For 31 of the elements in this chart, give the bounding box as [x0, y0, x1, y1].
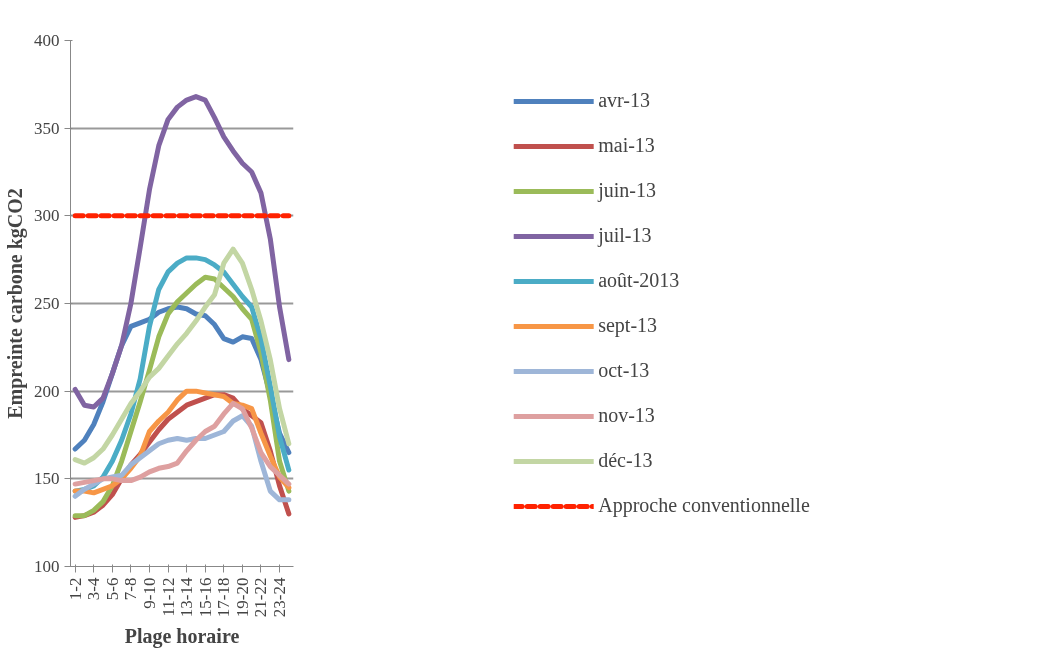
x-tick-label: 13-14	[177, 577, 197, 618]
x-tick-label: 17-18	[214, 577, 234, 618]
x-axis-title: Plage horaire	[124, 625, 240, 649]
x-tick-label: 19-20	[232, 577, 252, 618]
x-tick-label: 23-24	[270, 577, 290, 618]
y-tick-label: 150	[34, 469, 60, 489]
x-tick-label: 5-6	[102, 577, 122, 601]
legend-label: nov-13	[598, 404, 656, 427]
legend-label: Approche conventionnelle	[598, 494, 810, 517]
legend-label: juil-13	[598, 224, 653, 247]
legend-label: sept-13	[598, 314, 659, 337]
x-tick-label: 7-8	[121, 577, 141, 601]
legend-label: avr-13	[598, 89, 651, 112]
x-tick-label: 11-12	[158, 577, 178, 617]
legend-label: juin-13	[598, 179, 657, 202]
y-axis-title: Empreinte carbone kgCO2	[4, 188, 27, 419]
x-tick-label: 9-10	[139, 577, 159, 609]
x-tick-label: 3-4	[84, 577, 104, 601]
legend-label: déc-13	[598, 449, 654, 472]
y-tick-label: 350	[34, 118, 60, 138]
y-tick-label: 400	[34, 31, 60, 50]
y-tick-label: 300	[34, 206, 60, 226]
x-tick-label: 15-16	[195, 577, 215, 618]
x-tick-label: 1-2	[65, 577, 85, 601]
legend-label: oct-13	[598, 359, 651, 382]
legend-label: mai-13	[598, 134, 656, 157]
legend-label: août-2013	[598, 269, 681, 292]
y-tick-label: 250	[34, 294, 60, 313]
y-tick-label: 200	[34, 381, 60, 401]
x-tick-label: 21-22	[251, 577, 271, 618]
y-tick-label: 100	[34, 557, 60, 576]
